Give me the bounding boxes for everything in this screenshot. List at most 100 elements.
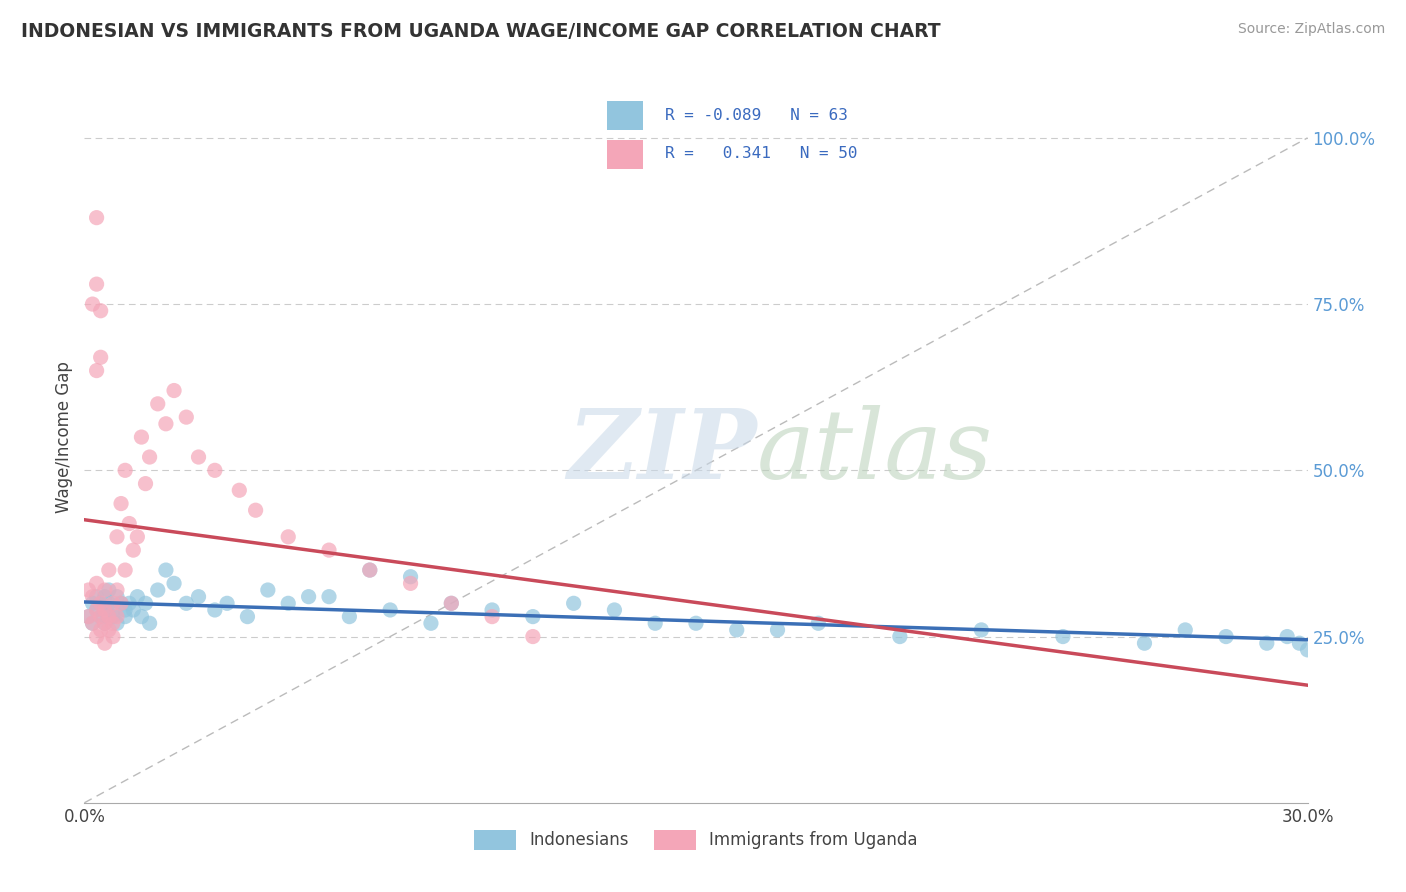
Point (644, 616, 666, 631)
Point (90, 596, 112, 610)
Point (359, 563, 381, 577)
Point (603, 603, 626, 617)
Point (105, 530, 128, 544)
Point (110, 497, 132, 511)
Point (1052, 630, 1074, 644)
Point (163, 576, 186, 591)
Point (90, 609, 112, 624)
Point (146, 397, 169, 411)
Point (110, 596, 132, 610)
Point (359, 563, 381, 577)
Point (277, 596, 299, 610)
Point (97, 609, 120, 624)
Point (127, 590, 149, 604)
Point (1296, 643, 1319, 657)
Point (93, 603, 115, 617)
Point (155, 417, 177, 431)
Point (217, 596, 239, 610)
Point (685, 616, 707, 631)
Point (86, 363, 108, 377)
Point (155, 563, 177, 577)
Point (1174, 623, 1197, 637)
Text: atlas: atlas (758, 405, 993, 499)
Point (318, 590, 340, 604)
Point (399, 576, 422, 591)
Point (440, 596, 463, 610)
Point (131, 430, 153, 444)
Legend: Indonesians, Immigrants from Uganda: Indonesians, Immigrants from Uganda (468, 823, 924, 856)
Point (118, 516, 141, 531)
Point (101, 596, 124, 610)
Point (807, 616, 830, 631)
Point (90, 351, 112, 365)
Point (889, 630, 911, 644)
Point (101, 603, 124, 617)
Point (1277, 630, 1299, 644)
Text: Source: ZipAtlas.com: Source: ZipAtlas.com (1237, 22, 1385, 37)
Point (1215, 630, 1237, 644)
Point (766, 623, 789, 637)
Point (399, 570, 422, 584)
Point (257, 582, 280, 597)
Point (110, 596, 132, 610)
Point (174, 596, 197, 610)
Point (86, 277, 108, 292)
Point (174, 410, 197, 425)
Point (97, 623, 120, 637)
Point (77, 609, 100, 624)
Point (440, 596, 463, 610)
Point (339, 609, 361, 624)
Point (93, 616, 115, 631)
Y-axis label: Wage/Income Gap: Wage/Income Gap (55, 361, 73, 513)
Point (86, 630, 108, 644)
Point (105, 609, 128, 624)
Point (380, 603, 402, 617)
Point (131, 609, 153, 624)
Point (236, 609, 259, 624)
Point (86, 603, 108, 617)
Point (97, 596, 120, 610)
Point (90, 609, 112, 624)
Point (82, 590, 104, 604)
Point (725, 623, 748, 637)
Point (105, 616, 128, 631)
Point (187, 450, 209, 464)
Point (114, 463, 136, 477)
Point (90, 303, 112, 318)
Point (138, 616, 160, 631)
Point (1256, 636, 1278, 650)
Point (481, 603, 503, 617)
Point (135, 596, 157, 610)
Point (77, 582, 100, 597)
Point (522, 630, 544, 644)
Point (114, 603, 136, 617)
Point (420, 616, 443, 631)
Point (245, 503, 267, 517)
Point (481, 609, 503, 624)
Point (93, 582, 115, 597)
Point (93, 636, 115, 650)
Point (122, 543, 145, 558)
Point (86, 590, 108, 604)
Point (228, 483, 250, 498)
Point (90, 596, 112, 610)
Point (318, 543, 340, 558)
Point (86, 576, 108, 591)
Point (82, 596, 104, 610)
Point (187, 590, 209, 604)
Point (97, 609, 120, 624)
Point (118, 596, 141, 610)
Point (101, 630, 124, 644)
Text: INDONESIAN VS IMMIGRANTS FROM UGANDA WAGE/INCOME GAP CORRELATION CHART: INDONESIAN VS IMMIGRANTS FROM UGANDA WAG… (21, 22, 941, 41)
Point (86, 603, 108, 617)
Point (114, 609, 136, 624)
Point (97, 563, 120, 577)
Point (82, 297, 104, 311)
Point (82, 616, 104, 631)
Point (101, 616, 124, 631)
Point (122, 603, 145, 617)
Point (105, 582, 128, 597)
Point (93, 616, 115, 631)
Point (298, 590, 321, 604)
Point (82, 616, 104, 631)
